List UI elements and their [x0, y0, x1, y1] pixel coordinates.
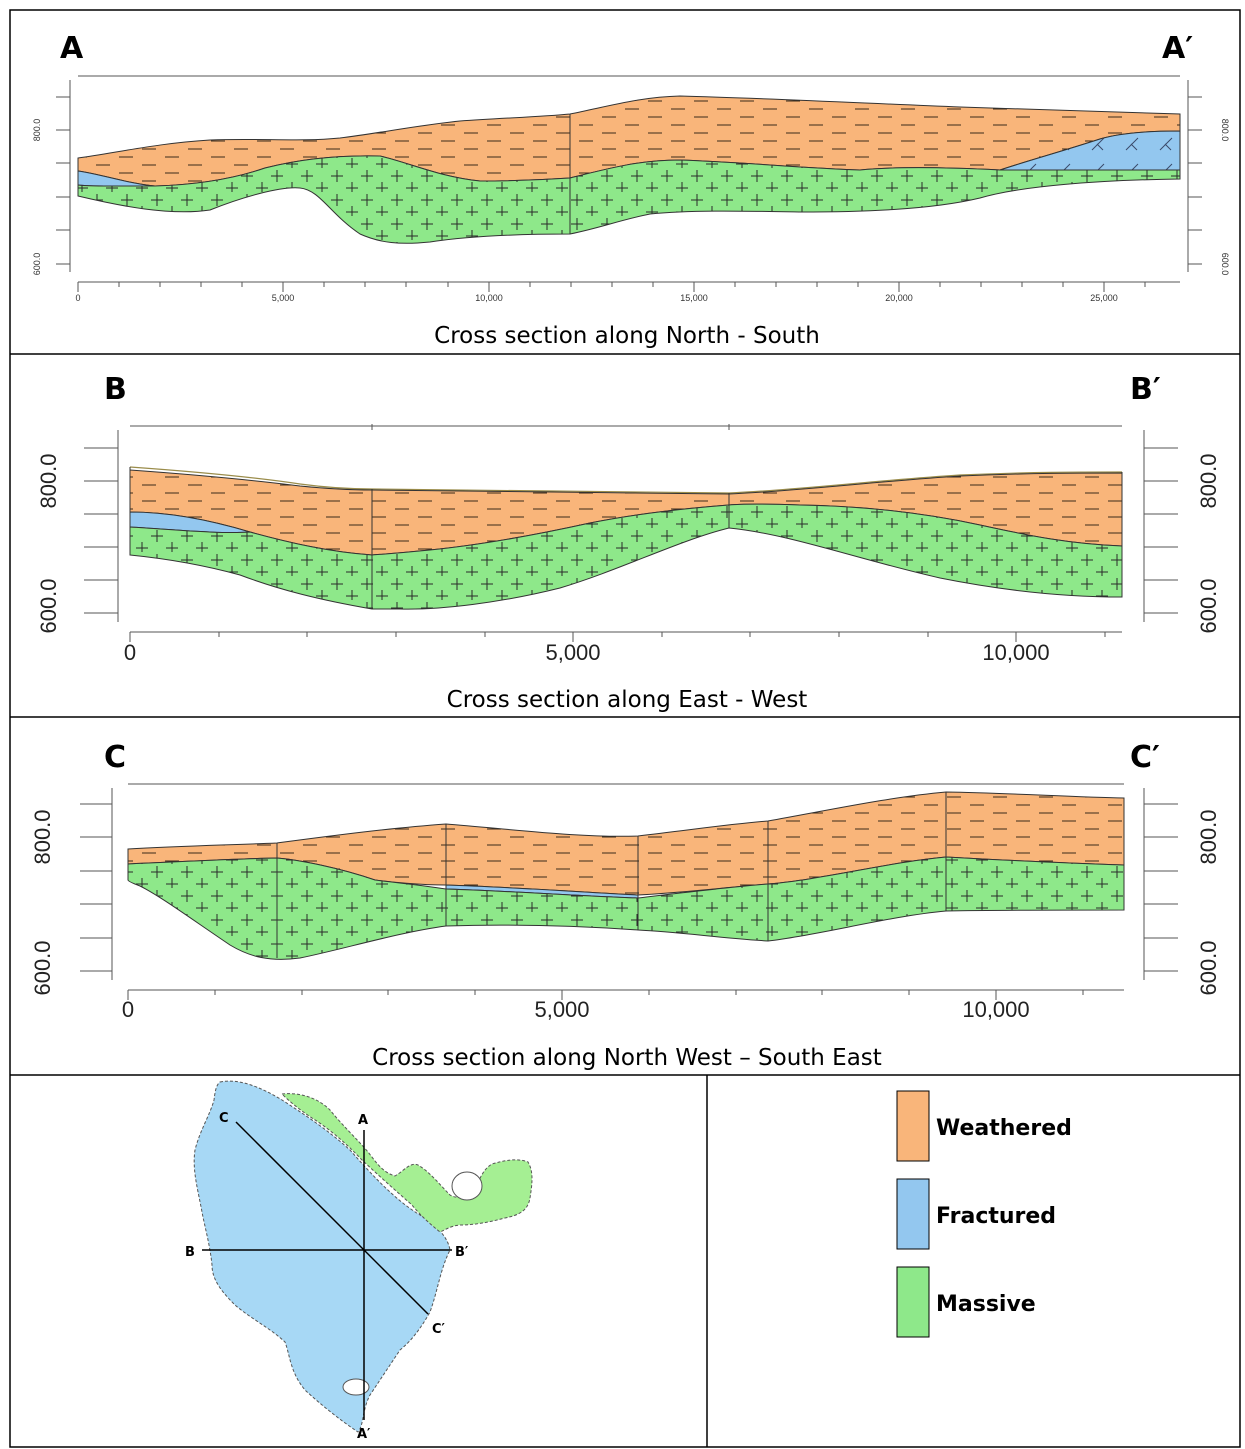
- map-label-a: A: [358, 1113, 368, 1128]
- legend: Weathered Fractured Massive: [896, 1090, 1072, 1338]
- section-a-massive-layer: [77, 155, 1181, 244]
- legend-swatch-fractured: [896, 1178, 930, 1250]
- section-b-depth-labels: 800.0 600.0 800.0 600.0: [36, 453, 1221, 633]
- section-c-start-label: C: [104, 740, 126, 775]
- section-c-distance-label-5000: 5,000: [534, 997, 589, 1022]
- section-c-distance-labels: 0 5,000 10,000: [122, 997, 1030, 1022]
- section-b-distance-label-5000: 5,000: [545, 640, 600, 665]
- section-c-depth-label-800-left: 800.0: [30, 809, 55, 864]
- cross-section-c: C C′ 800.0 600.0 800.0 600.0 0 5,000 10,…: [30, 740, 1221, 1071]
- section-a-distance-label-10000: 10,000: [475, 293, 503, 303]
- section-c-axes: [80, 783, 1178, 1000]
- section-a-distance-label-25000: 25,000: [1090, 293, 1118, 303]
- section-a-distance-label-20000: 20,000: [885, 293, 913, 303]
- legend-swatch-weathered: [896, 1090, 930, 1162]
- map-label-c-prime: C′: [432, 1322, 446, 1337]
- section-b-axes: [84, 424, 1178, 642]
- section-c-massive-layer: [127, 856, 1125, 960]
- legend-label-weathered: Weathered: [936, 1116, 1072, 1141]
- section-b-depth-label-800-left: 800.0: [36, 453, 61, 508]
- cross-section-a: A A′ 800.0 600.0 800.0 600.0 0 5,000 10,…: [32, 31, 1230, 349]
- section-b-start-label: B: [104, 372, 127, 407]
- section-c-distance-label-0: 0: [122, 997, 134, 1022]
- map-hole: [342, 1378, 370, 1396]
- section-a-depth-label-600-left: 600.0: [32, 253, 42, 276]
- map-label-a-prime: A′: [357, 1427, 371, 1442]
- section-b-depth-label-800-right: 800.0: [1196, 453, 1221, 508]
- section-c-caption: Cross section along North West – South E…: [372, 1045, 882, 1071]
- section-a-distance-label-0: 0: [75, 293, 80, 303]
- panel-frames: [9, 9, 1241, 1448]
- map-fractured-zone: [193, 1080, 451, 1433]
- section-c-depth-labels: 800.0 600.0 800.0 600.0: [30, 809, 1221, 995]
- section-a-distance-label-15000: 15,000: [680, 293, 708, 303]
- section-a-depth-label-600-right: 600.0: [1220, 253, 1230, 276]
- section-c-end-label: C′: [1130, 740, 1160, 775]
- section-b-caption: Cross section along East - West: [447, 687, 808, 713]
- section-b-weathered-layer: [129, 466, 1123, 556]
- legend-swatch-massive: [896, 1266, 930, 1338]
- location-map: A A′ B B′ C C′: [185, 1080, 533, 1442]
- section-b-depth-label-600-right: 600.0: [1196, 578, 1221, 633]
- legend-label-massive: Massive: [936, 1292, 1036, 1317]
- section-a-caption: Cross section along North - South: [434, 323, 820, 349]
- section-b-distance-label-0: 0: [124, 640, 136, 665]
- section-b-distance-label-10000: 10,000: [982, 640, 1049, 665]
- section-a-depth-labels: 800.0 600.0 800.0 600.0: [32, 119, 1230, 276]
- map-label-b: B: [185, 1245, 195, 1260]
- section-a-depth-label-800-right: 800.0: [1220, 119, 1230, 142]
- cross-section-b: B B′ 800.0 600.0 800.0 600.0 0 5,000 10,…: [36, 372, 1221, 713]
- map-label-b-prime: B′: [455, 1245, 469, 1260]
- section-b-end-label: B′: [1130, 372, 1161, 407]
- map-label-c: C: [219, 1111, 229, 1126]
- map-section-lines: [202, 1121, 452, 1420]
- section-a-distance-label-5000: 5,000: [272, 293, 295, 303]
- section-c-depth-label-800-right: 800.0: [1196, 809, 1221, 864]
- section-b-distance-labels: 0 5,000 10,000: [124, 640, 1050, 665]
- section-a-depth-label-800-left: 800.0: [32, 119, 42, 142]
- section-c-distance-label-10000: 10,000: [962, 997, 1029, 1022]
- section-b-depth-label-600-left: 600.0: [36, 578, 61, 633]
- map-lake: [451, 1171, 483, 1201]
- section-c-depth-label-600-right: 600.0: [1196, 940, 1221, 995]
- section-c-depth-label-600-left: 600.0: [30, 940, 55, 995]
- legend-label-fractured: Fractured: [936, 1204, 1056, 1229]
- map-line-c: [235, 1121, 429, 1315]
- section-a-start-label: A: [60, 31, 84, 66]
- section-a-distance-labels: 0 5,000 10,000 15,000 20,000 25,000: [75, 293, 1117, 303]
- section-a-end-label: A′: [1162, 31, 1193, 66]
- section-b-massive-layer: [129, 503, 1123, 610]
- section-a-axes: [56, 75, 1202, 292]
